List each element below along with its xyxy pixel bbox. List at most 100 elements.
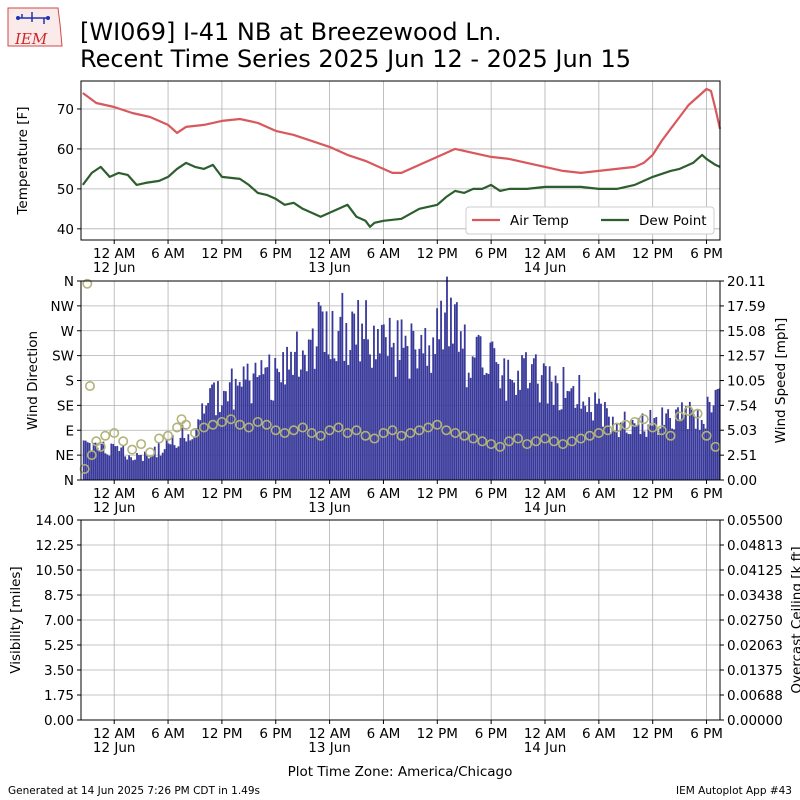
wind-speed-bar <box>144 451 146 480</box>
wind-speed-bar <box>505 400 508 480</box>
wind-speed-bar <box>386 356 389 480</box>
wind-speed-bar <box>378 353 381 480</box>
wind-speed-bar <box>651 425 654 480</box>
wind-speed-bar <box>501 375 504 480</box>
air-temp-line <box>82 87 722 174</box>
wind-speed-bar <box>339 316 342 480</box>
app-footer: IEM Autoplot App #43 <box>676 785 792 797</box>
wind-direction-marker <box>584 430 595 441</box>
y-tick-label: SW <box>52 349 74 365</box>
x-tick-label: 12 AM <box>308 486 350 502</box>
wind-speed-bar <box>611 416 614 480</box>
wind-speed-bar <box>631 420 634 480</box>
wind-speed-bar <box>142 460 144 480</box>
wind-direction-marker <box>531 436 542 447</box>
wind-speed-bar <box>104 453 107 480</box>
wind-speed-bar <box>268 354 271 480</box>
x-tick-label: 6 PM <box>690 246 723 262</box>
wind-speed-bar <box>226 401 229 480</box>
wind-direction-marker <box>261 419 272 430</box>
x-tick-label: 6 AM <box>151 246 185 262</box>
wind-speed-bar <box>373 325 375 480</box>
wind-speed-bar <box>191 439 194 480</box>
wind-direction-marker <box>243 422 254 433</box>
wind-direction-marker <box>100 430 111 441</box>
wind-speed-bar <box>708 401 711 480</box>
wind-speed-bar <box>653 417 656 480</box>
wind-speed-bar <box>452 343 454 480</box>
wind-speed-bar <box>193 436 196 480</box>
y-right-tick-label: 0.02750 <box>727 613 783 629</box>
wind-speed-bar <box>195 428 198 480</box>
wind-speed-bar <box>564 397 567 480</box>
wind-speed-bar <box>625 432 628 480</box>
wind-speed-bar <box>185 441 188 480</box>
wind-speed-bar <box>116 445 119 480</box>
wind-direction-marker <box>172 422 183 433</box>
y-tick-label: 50 <box>57 182 74 198</box>
y-right-tick-label: 5.03 <box>727 423 757 439</box>
wind-speed-bar <box>412 331 415 480</box>
wind-speed-bar <box>572 385 575 480</box>
y-right-tick-label: 20.11 <box>727 274 766 290</box>
x-tick-label: 6 PM <box>259 726 292 742</box>
wind-speed-bar <box>718 388 721 480</box>
wind-speed-bar <box>187 434 190 480</box>
wind-speed-bar <box>288 369 290 480</box>
wind-speed-bar <box>598 398 600 480</box>
wind-speed-bar <box>140 454 142 480</box>
wind-speed-bar <box>414 349 417 480</box>
wind-speed-bar <box>138 455 140 480</box>
wind-speed-bar <box>489 342 492 480</box>
y-right-tick-label: 17.59 <box>727 299 766 315</box>
wind-speed-bar <box>145 455 148 480</box>
chart-title: [WI069] I-41 NB at Breezewood Ln. <box>80 18 501 46</box>
wind-speed-bar <box>375 359 377 480</box>
wind-direction-marker <box>539 433 550 444</box>
wind-speed-bar <box>175 447 178 480</box>
y-right-tick-label: 0.02063 <box>727 638 783 654</box>
wind-speed-bar <box>604 402 606 480</box>
wind-speed-bar <box>205 405 208 480</box>
wind-speed-bar <box>493 348 496 480</box>
wind-speed-bar <box>548 366 551 480</box>
wind-direction-marker <box>369 433 380 444</box>
wind-direction-marker <box>297 422 308 433</box>
wind-direction-marker <box>176 414 187 425</box>
wind-speed-bar <box>165 439 168 480</box>
wind-direction-marker <box>387 425 398 436</box>
wind-speed-bar <box>657 434 660 480</box>
wind-speed-bar <box>118 450 121 480</box>
wind-speed-bar <box>92 442 95 480</box>
wind-speed-bar <box>238 381 241 480</box>
wind-direction-marker <box>477 436 488 447</box>
x-tick-label: 12 AM <box>93 726 135 742</box>
y-right-tick-label: 0.00 <box>727 473 757 489</box>
x-tick-label: 12 AM <box>308 246 350 262</box>
wind-speed-bar <box>221 405 223 480</box>
wind-speed-bar <box>633 423 636 480</box>
wind-direction-marker <box>181 419 192 430</box>
wind-speed-bar <box>430 372 433 480</box>
wind-speed-bar <box>629 434 632 480</box>
wind-speed-bar <box>607 416 610 480</box>
y-tick-label: 3.50 <box>44 663 74 679</box>
wind-speed-bar <box>444 312 446 480</box>
wind-speed-bar <box>637 418 640 480</box>
wind-direction-marker <box>306 428 317 439</box>
wind-speed-bar <box>207 402 209 480</box>
legend-air-temp-label: Air Temp <box>510 213 569 229</box>
x-date-label: 13 Jun <box>308 740 351 756</box>
wind-speed-bar <box>511 379 514 480</box>
wind-speed-bar <box>359 361 362 480</box>
wind-speed-bar <box>515 394 517 480</box>
dew-point-line <box>81 153 721 228</box>
wind-speed-bar <box>475 336 478 480</box>
wind-speed-bar <box>108 455 111 480</box>
wind-direction-marker <box>459 430 470 441</box>
wind-direction-marker <box>611 422 622 433</box>
wind-speed-bar <box>627 434 630 480</box>
wind-speed-bar <box>690 409 693 480</box>
wind-speed-bar <box>400 319 403 480</box>
wind-direction-marker <box>513 433 524 444</box>
